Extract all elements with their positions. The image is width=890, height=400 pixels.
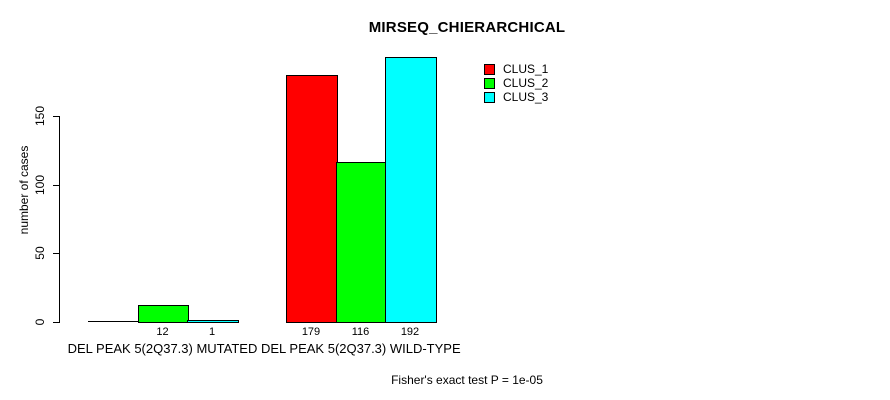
x-category-label: DEL PEAK 5(2Q37.3) MUTATED	[67, 341, 258, 356]
subtitle-pvalue: Fisher's exact test P = 1e-05	[391, 373, 543, 387]
y-tick-label: 0	[33, 318, 47, 326]
bar	[138, 305, 189, 323]
chart-title: MIRSEQ_CHIERARCHICAL	[368, 19, 566, 36]
bar	[88, 321, 138, 322]
bar-value-label: 1	[208, 326, 216, 338]
bar	[336, 162, 387, 323]
bar-value-label: 12	[156, 326, 169, 338]
legend-label: CLUS_3	[503, 90, 549, 104]
legend-label: CLUS_1	[503, 62, 549, 76]
legend-swatch	[484, 78, 495, 89]
legend-swatch	[484, 92, 495, 103]
y-axis-line	[59, 116, 60, 323]
legend-label: CLUS_2	[503, 76, 549, 90]
bar-value-label: 192	[400, 326, 420, 338]
bar	[385, 57, 437, 323]
bar-value-label: 116	[351, 326, 370, 338]
y-tick-label: 150	[33, 105, 47, 127]
bar	[187, 320, 239, 323]
y-axis-tick	[53, 116, 59, 117]
y-tick-label: 100	[33, 174, 47, 196]
bar-value-label: 179	[301, 326, 321, 338]
x-category-label: DEL PEAK 5(2Q37.3) WILD-TYPE	[261, 341, 461, 356]
legend-swatch	[484, 64, 495, 75]
y-axis-tick	[53, 253, 59, 254]
legend: CLUS_1 CLUS_2 CLUS_3	[484, 62, 604, 114]
bar	[286, 75, 338, 323]
y-axis-tick	[53, 185, 59, 186]
y-tick-label: 50	[33, 246, 47, 260]
y-axis-tick	[53, 322, 59, 323]
